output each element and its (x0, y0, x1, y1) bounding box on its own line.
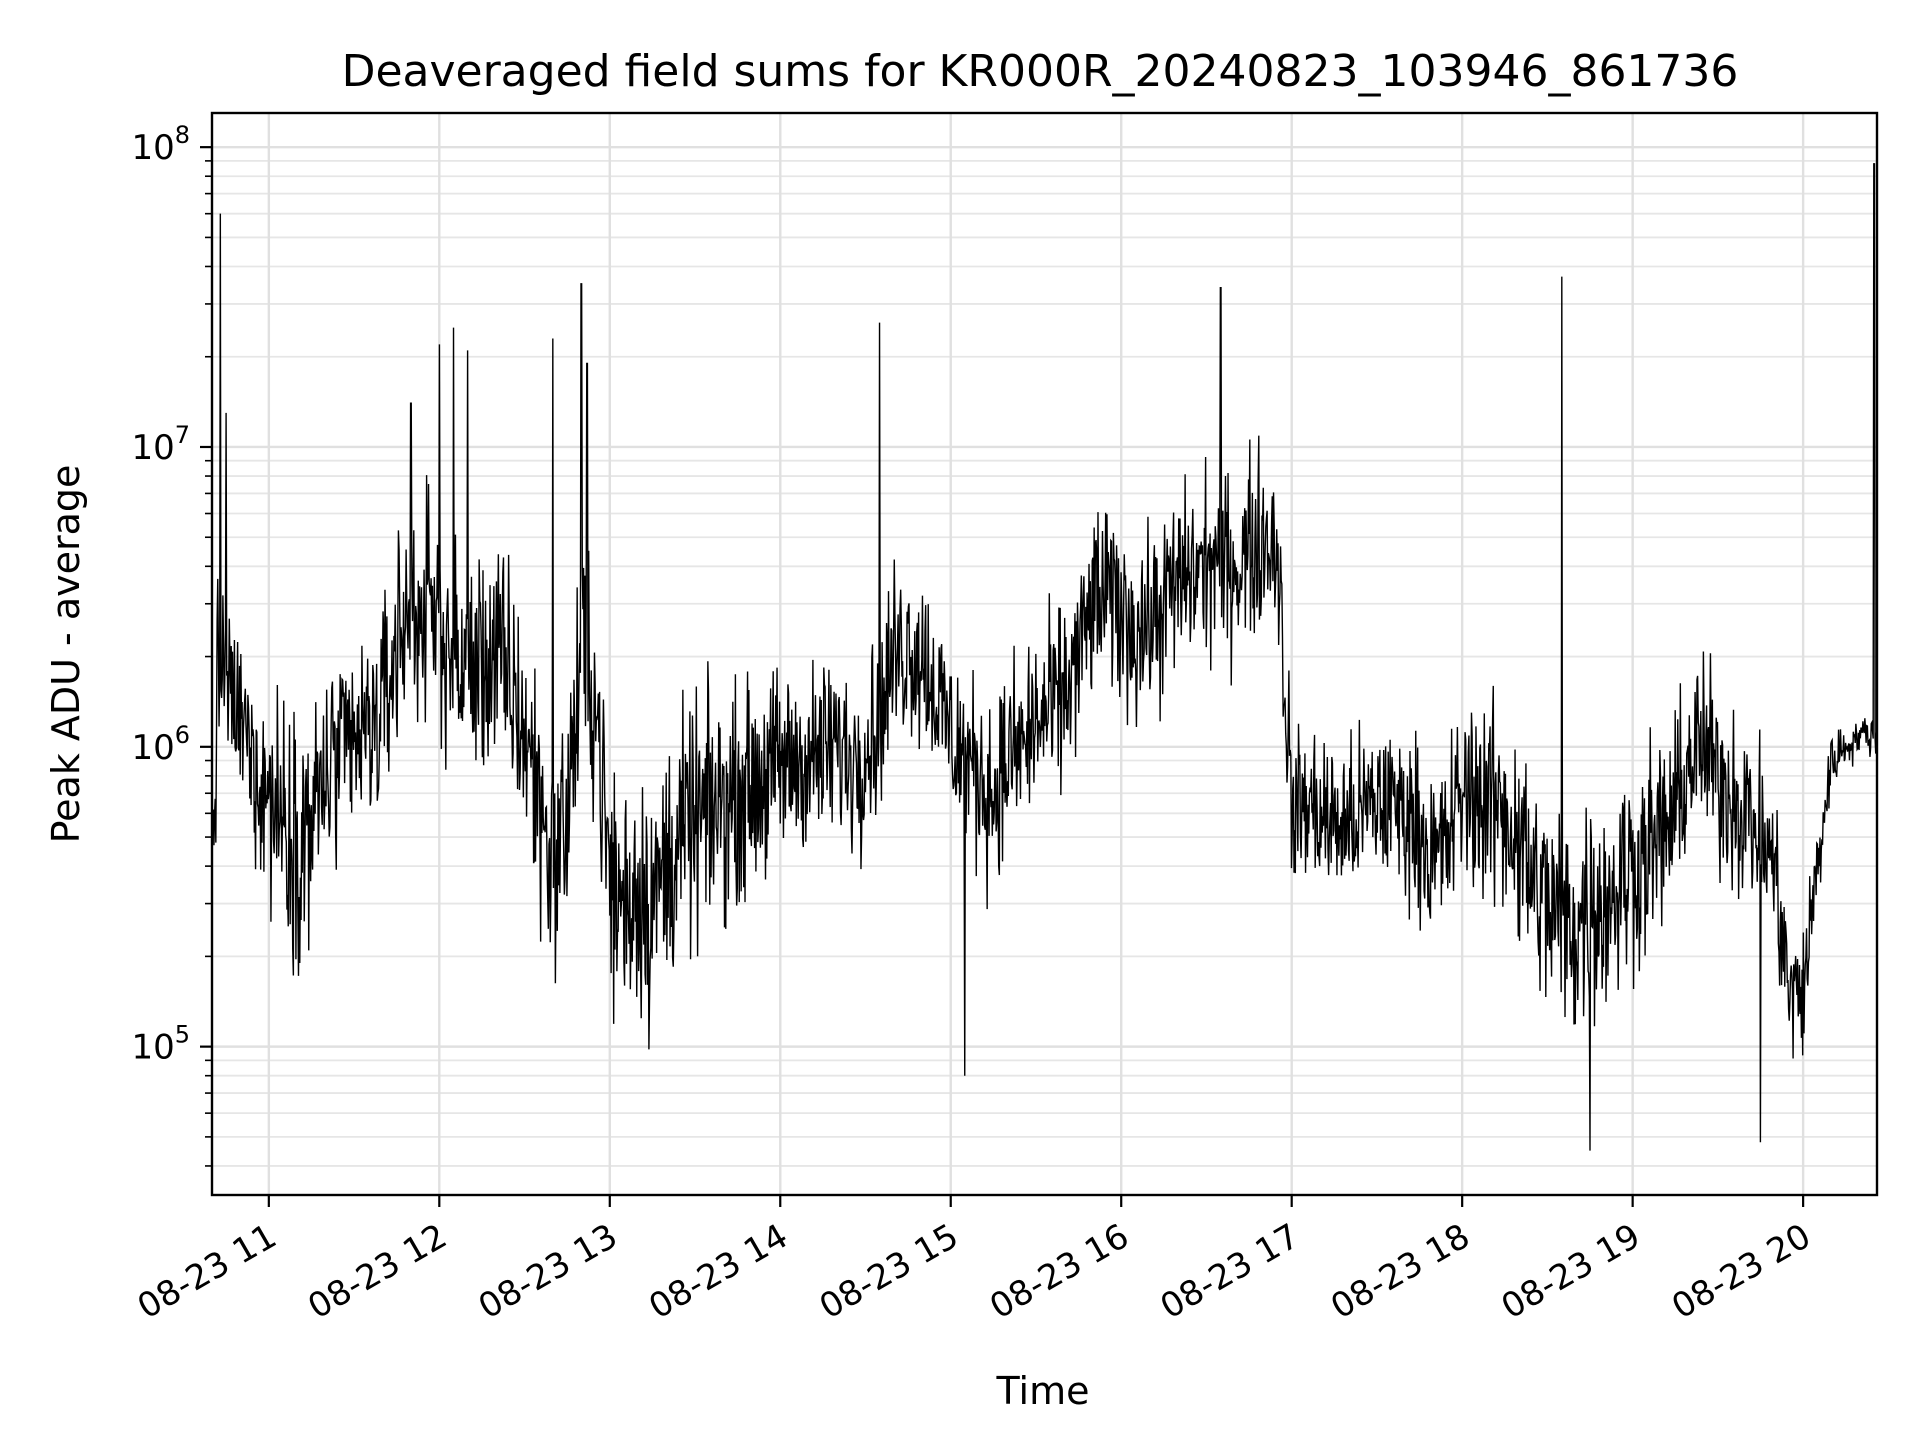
y-tick-label: 105 (131, 1021, 190, 1068)
x-tick-label: 08-23 15 (813, 1216, 965, 1327)
y-tick-label: 106 (131, 721, 190, 768)
y-tick-label: 107 (131, 421, 190, 468)
x-axis: 08-23 11 08-23 12 08-23 13 08-23 14 08-23 15… (131, 1195, 1818, 1327)
x-tick-label: 08-23 13 (472, 1216, 624, 1327)
plot-frame (210, 111, 1879, 1197)
x-axis-label: Time (996, 1369, 1090, 1413)
y-tick-label-exponent: 6 (175, 721, 190, 749)
y-tick-label-base: 10 (131, 128, 174, 168)
x-tick-label: 08-23 16 (983, 1216, 1135, 1327)
y-tick-label-exponent: 7 (175, 421, 190, 449)
y-tick-label-exponent: 8 (175, 121, 190, 149)
y-axis-label: Peak ADU - average (44, 465, 88, 844)
y-tick-label-base: 10 (131, 728, 174, 768)
x-tick-label: 08-23 19 (1495, 1216, 1647, 1327)
x-tick-label: 08-23 17 (1154, 1216, 1306, 1327)
y-tick-label-base: 10 (131, 428, 174, 468)
chart-title: Deaveraged field sums for KR000R_2024082… (342, 46, 1739, 97)
x-tick-label: 08-23 20 (1665, 1216, 1817, 1327)
plot-area (211, 163, 1878, 1151)
x-tick-label: 08-23 12 (301, 1216, 453, 1327)
x-tick-label: 08-23 14 (642, 1216, 794, 1327)
series-line (211, 163, 1878, 1151)
y-tick-label-exponent: 5 (175, 1021, 190, 1049)
y-tick-label: 108 (131, 121, 190, 168)
x-tick-label: 08-23 11 (131, 1216, 283, 1327)
grid-lines (212, 113, 1877, 1195)
y-tick-label-base: 10 (131, 1028, 174, 1068)
x-tick-label: 08-23 18 (1324, 1216, 1476, 1327)
